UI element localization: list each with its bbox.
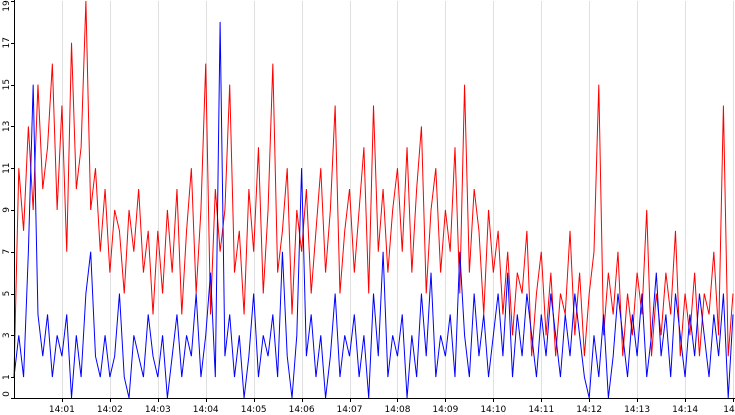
y-tick-label: 13 [2,121,12,132]
x-tick-label: 14:06 [289,405,315,415]
y-tick-label: 3 [2,332,12,338]
x-tick-label: 14:02 [97,405,123,415]
y-tick-label: 5 [2,291,12,297]
x-tick-label: 14:14 [672,405,698,415]
axes [14,0,735,399]
x-tick-label: 14:09 [432,405,458,415]
y-tick-label: 0 [2,391,12,397]
x-tick-label: 14:05 [241,405,267,415]
y-tick-label: 11 [2,162,12,173]
x-tick-label: 14:07 [337,405,363,415]
y-tick-label: 15 [2,79,12,90]
x-tick-label: 14:12 [576,405,602,415]
x-tick-label: 14 [723,405,735,415]
series-line-blue [13,21,734,399]
x-tick-label: 14:08 [385,405,411,415]
x-tick-label: 14:13 [624,405,650,415]
y-tick-label: 17 [2,37,12,48]
x-tick-label: 14:03 [145,405,171,415]
series-lines [13,0,734,399]
y-tick-label: 9 [2,207,12,213]
y-tick-label: 1 [2,374,12,380]
x-axis-tick-labels: 14:01 14:02 14:03 14:04 14:05 14:06 14:07 14:08… [49,398,735,415]
x-tick-label: 14:04 [193,405,219,415]
y-tick-label: 7 [2,249,12,255]
series-line-red [13,0,734,378]
x-tick-label: 14:11 [528,405,554,415]
x-tick-label: 14:01 [49,405,75,415]
x-tick-label: 14:10 [480,405,506,415]
y-tick-label: 19 [2,0,12,12]
